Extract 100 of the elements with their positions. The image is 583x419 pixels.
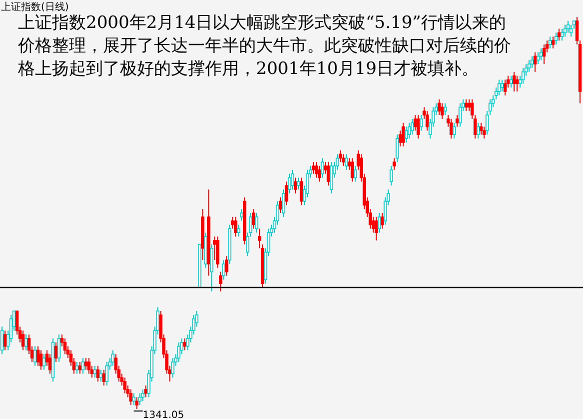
candlestick bbox=[516, 75, 519, 92]
candlestick bbox=[57, 334, 60, 362]
candlestick bbox=[294, 177, 298, 194]
candlestick bbox=[177, 342, 180, 362]
candlestick bbox=[326, 162, 330, 186]
candlestick bbox=[342, 154, 346, 166]
candlestick bbox=[530, 56, 534, 68]
candlestick bbox=[527, 60, 531, 72]
candlestick bbox=[500, 79, 504, 92]
candlestick bbox=[93, 365, 96, 378]
candlestick bbox=[3, 330, 7, 351]
candlestick bbox=[458, 102, 462, 128]
annotation: 上证指数2000年2月14日以大幅跳空形式突破“5.19”行情以来的价格整理，展开了长达一年半的大牛市。此突破性缺口对后续的价格上扬起到了极好的支撑作用，2001年10月19日才被填补。 bbox=[18, 12, 512, 81]
candlestick bbox=[135, 396, 138, 410]
candlestick bbox=[404, 126, 408, 143]
candlestick bbox=[42, 354, 46, 370]
candlestick bbox=[480, 122, 483, 136]
candlestick bbox=[456, 114, 459, 128]
candlestick bbox=[48, 354, 52, 374]
candlestick bbox=[36, 346, 40, 366]
candlestick bbox=[234, 216, 238, 238]
candlestick bbox=[414, 114, 417, 132]
candlestick bbox=[498, 79, 501, 96]
candlestick bbox=[350, 158, 354, 182]
candlestick bbox=[416, 114, 420, 140]
candlestick bbox=[81, 358, 84, 374]
candlestick bbox=[0, 326, 4, 355]
candlestick bbox=[314, 162, 318, 178]
candlestick bbox=[542, 44, 546, 65]
candlestick bbox=[398, 130, 402, 147]
candlestick bbox=[426, 110, 429, 132]
candlestick bbox=[213, 236, 216, 261]
candlestick bbox=[566, 20, 570, 34]
candlestick bbox=[318, 165, 322, 182]
candlestick bbox=[87, 358, 90, 374]
candlestick bbox=[408, 122, 411, 140]
candlestick bbox=[548, 36, 552, 49]
candlestick bbox=[39, 350, 43, 370]
candlestick bbox=[111, 350, 114, 366]
candlestick bbox=[344, 154, 348, 170]
candlestick bbox=[522, 67, 525, 84]
candlestick bbox=[210, 244, 214, 292]
candlestick bbox=[236, 224, 240, 238]
candlestick bbox=[75, 361, 78, 374]
candlestick bbox=[512, 71, 516, 92]
candlestick bbox=[21, 330, 25, 351]
candlestick bbox=[96, 365, 100, 382]
text: 1341.05 bbox=[142, 410, 184, 419]
candlestick bbox=[390, 165, 393, 186]
candlestick bbox=[320, 158, 324, 178]
candlestick bbox=[563, 24, 567, 38]
candlestick bbox=[99, 369, 102, 382]
candlestick bbox=[284, 181, 288, 206]
candlestick bbox=[551, 36, 555, 49]
candlestick bbox=[452, 122, 456, 140]
candlestick bbox=[24, 334, 28, 351]
candlestick bbox=[420, 114, 423, 132]
candlestick bbox=[402, 122, 405, 147]
candlestick bbox=[278, 196, 282, 214]
candlestick bbox=[138, 392, 142, 406]
candlestick bbox=[438, 98, 441, 116]
candlestick bbox=[560, 28, 564, 42]
candlestick bbox=[222, 260, 226, 280]
candlestick bbox=[396, 134, 399, 163]
candlestick bbox=[171, 358, 174, 378]
candlestick bbox=[254, 212, 258, 234]
candlestick bbox=[444, 102, 447, 116]
candlestick bbox=[54, 342, 58, 362]
candlestick bbox=[63, 338, 66, 355]
candlestick bbox=[282, 188, 286, 218]
candlestick bbox=[129, 388, 132, 406]
candlestick bbox=[132, 392, 136, 406]
candlestick bbox=[78, 361, 82, 374]
candlestick bbox=[290, 169, 294, 190]
candlestick bbox=[105, 361, 108, 386]
candlestick bbox=[296, 177, 300, 190]
candlestick bbox=[504, 79, 507, 96]
candlestick bbox=[144, 384, 148, 398]
candlestick bbox=[288, 173, 292, 194]
candlestick bbox=[440, 102, 444, 120]
candlestick bbox=[450, 118, 453, 140]
candlestick bbox=[378, 212, 381, 234]
candlestick bbox=[102, 369, 106, 386]
candlestick bbox=[476, 122, 480, 140]
candlestick bbox=[33, 346, 37, 366]
candlestick bbox=[392, 158, 396, 170]
candlestick bbox=[410, 118, 414, 136]
candlestick bbox=[338, 150, 342, 163]
candlestick bbox=[354, 165, 357, 182]
candlestick bbox=[464, 98, 468, 112]
candlestick bbox=[141, 388, 144, 402]
candlestick bbox=[539, 48, 543, 61]
candlestick bbox=[569, 24, 573, 38]
candlestick bbox=[554, 32, 558, 45]
candlestick bbox=[300, 177, 304, 206]
candlestick bbox=[468, 98, 471, 112]
candlestick bbox=[252, 208, 256, 230]
candlestick bbox=[231, 216, 234, 230]
candlestick bbox=[216, 236, 220, 268]
candlestick bbox=[557, 28, 561, 42]
